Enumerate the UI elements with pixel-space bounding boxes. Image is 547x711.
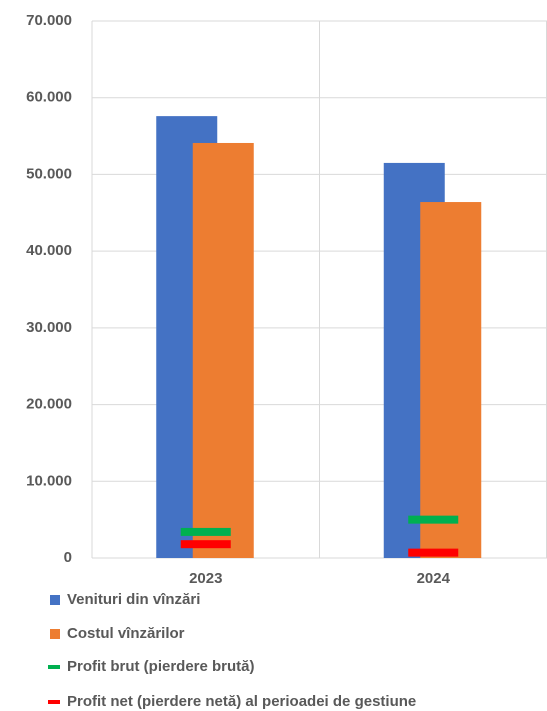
- legend-swatch: [50, 595, 60, 605]
- legend-label: Costul vînzărilor: [67, 625, 185, 642]
- y-tick-label: 20.000: [26, 396, 72, 413]
- marker: [180, 527, 231, 536]
- legend-label: Profit net (pierdere netă) al perioadei …: [67, 693, 416, 710]
- x-tick-label: 2024: [417, 570, 451, 587]
- legend-swatch: [50, 629, 60, 639]
- legend-label: Profit brut (pierdere brută): [67, 658, 255, 675]
- legend-swatch: [48, 700, 60, 704]
- y-tick-label: 0: [64, 549, 72, 566]
- marker: [180, 540, 231, 549]
- y-tick-label: 50.000: [26, 165, 72, 182]
- legend-swatch: [48, 665, 60, 669]
- legend-label: Venituri din vînzări: [67, 591, 200, 608]
- marker: [408, 515, 459, 524]
- bar: [420, 202, 482, 558]
- y-tick-label: 70.000: [26, 12, 72, 29]
- bar: [192, 142, 254, 558]
- y-tick-label: 60.000: [26, 89, 72, 106]
- marker: [408, 548, 459, 557]
- x-tick-label: 2023: [189, 570, 222, 587]
- y-tick-label: 30.000: [26, 319, 72, 336]
- y-tick-label: 10.000: [26, 472, 72, 489]
- y-tick-label: 40.000: [26, 242, 72, 259]
